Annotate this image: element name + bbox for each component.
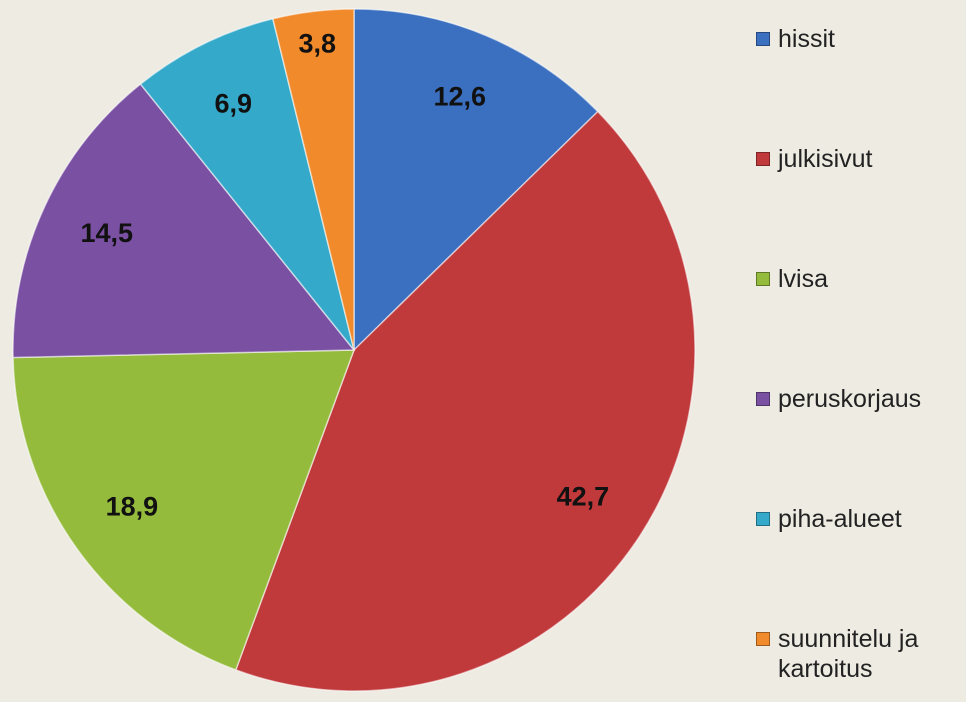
legend-swatch [756, 32, 770, 46]
legend-swatch [756, 272, 770, 286]
legend-swatch [756, 632, 770, 646]
legend-item: piha-alueet [756, 504, 962, 534]
legend-item: suunnitelu ja kartoitus [756, 624, 962, 684]
legend-item: lvisa [756, 264, 962, 294]
data-label: 3,8 [298, 28, 336, 58]
legend-label: hissit [778, 25, 835, 53]
chart: 12,6 42,7 18,9 14,5 6,9 3,8 [12, 8, 696, 692]
legend-label: peruskorjaus [778, 385, 922, 413]
data-label: 14,5 [80, 218, 133, 248]
legend-label: suunnitelu ja kartoitus [778, 625, 919, 683]
pie-slice [12, 83, 356, 359]
legend-swatch [756, 392, 770, 406]
data-label: 6,9 [215, 88, 253, 118]
pie-slice [139, 17, 355, 351]
legend-item: peruskorjaus [756, 384, 962, 414]
legend-swatch [756, 152, 770, 166]
legend-item: hissit [756, 24, 962, 54]
pie-slice [353, 8, 599, 352]
data-label: 12,6 [434, 82, 487, 112]
legend-label: julkisivut [778, 145, 873, 173]
pie-slice [12, 349, 356, 671]
data-label: 18,9 [106, 492, 159, 522]
legend-label: piha-alueet [778, 505, 902, 533]
legend-item: julkisivut [756, 144, 962, 174]
data-label: 42,7 [557, 482, 610, 512]
legend-swatch [756, 512, 770, 526]
legend-label: lvisa [778, 265, 829, 293]
pie-slice [271, 8, 355, 351]
pie-slice [234, 110, 696, 692]
